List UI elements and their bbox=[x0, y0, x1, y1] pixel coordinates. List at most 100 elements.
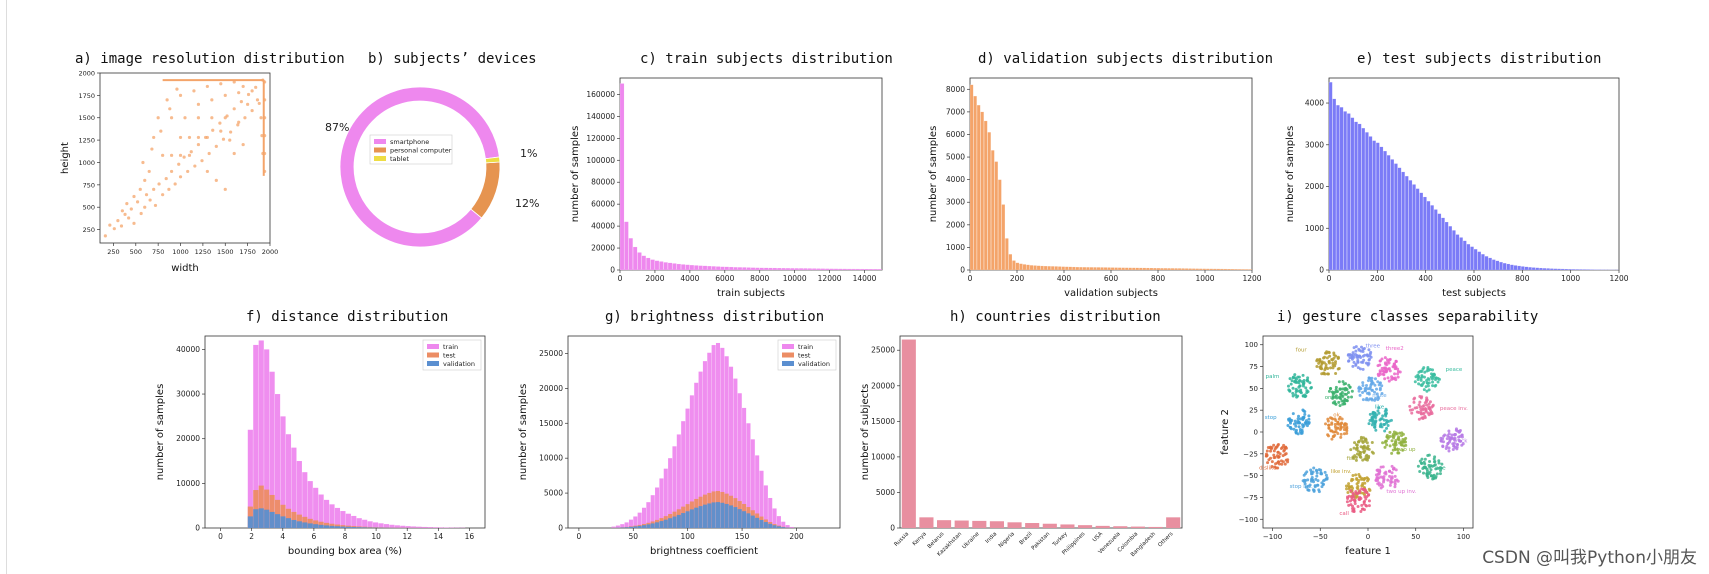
histogram-bar-train bbox=[324, 499, 330, 528]
tsne-point bbox=[1294, 393, 1298, 397]
histogram-bar-validation bbox=[318, 524, 324, 528]
tsne-point bbox=[1291, 394, 1295, 398]
histogram-bar bbox=[1163, 268, 1168, 271]
scatter-point bbox=[263, 134, 267, 138]
tsne-point bbox=[1369, 383, 1373, 387]
histogram-bar bbox=[1495, 260, 1500, 271]
histogram-bar bbox=[667, 262, 673, 271]
tsne-point bbox=[1361, 391, 1365, 395]
histogram-bar-test bbox=[258, 485, 264, 528]
y-tick-label: 100 bbox=[1245, 341, 1258, 349]
scatter-point bbox=[210, 98, 214, 102]
tsne-point bbox=[1385, 433, 1389, 437]
tsne-point bbox=[1330, 421, 1334, 425]
histogram-bar-validation bbox=[253, 509, 259, 528]
tsne-point bbox=[1280, 462, 1284, 466]
histogram-bar bbox=[1005, 238, 1009, 271]
histogram-bar bbox=[737, 267, 743, 271]
tsne-point bbox=[1326, 434, 1330, 438]
tsne-point bbox=[1402, 440, 1406, 444]
histogram-bar bbox=[816, 268, 821, 271]
tsne-point bbox=[1411, 408, 1415, 412]
tsne-point bbox=[1344, 484, 1348, 488]
tsne-point bbox=[1428, 470, 1432, 474]
y-tick-label: 5000 bbox=[544, 489, 563, 498]
tsne-point bbox=[1291, 386, 1295, 390]
tsne-point bbox=[1416, 464, 1420, 468]
cluster-label: dislike bbox=[1259, 466, 1277, 472]
scatter-point bbox=[200, 159, 204, 163]
legend-label: personal computer bbox=[390, 147, 452, 155]
scatter-point bbox=[116, 219, 120, 223]
tsne-point bbox=[1418, 400, 1422, 404]
tsne-point bbox=[1306, 376, 1310, 380]
pct-label: 87% bbox=[325, 121, 349, 134]
histogram-bar-train bbox=[759, 470, 764, 528]
tsne-point bbox=[1425, 369, 1429, 373]
tsne-point bbox=[1306, 390, 1310, 394]
histogram-bar-train bbox=[318, 494, 324, 528]
tsne-point bbox=[1323, 372, 1327, 376]
y-tick-label: 0 bbox=[890, 524, 895, 533]
scatter-point bbox=[120, 209, 124, 213]
tsne-point bbox=[1390, 464, 1394, 468]
tsne-point bbox=[1437, 377, 1441, 381]
tsne-point bbox=[1274, 462, 1278, 466]
histogram-bar bbox=[1502, 262, 1507, 271]
cluster-label: stop inv. bbox=[1290, 484, 1313, 490]
histogram-bar bbox=[1394, 163, 1398, 271]
tsne-point bbox=[1320, 372, 1324, 376]
y-tick-label: 25 bbox=[1249, 407, 1258, 415]
tsne-point bbox=[1273, 465, 1277, 469]
histogram-bar bbox=[689, 264, 695, 271]
histogram-bar bbox=[1455, 234, 1460, 271]
y-tick-label: 140000 bbox=[586, 112, 615, 121]
tsne-point bbox=[1422, 366, 1426, 370]
legend-swatch bbox=[782, 344, 794, 349]
tsne-point bbox=[1418, 470, 1422, 474]
tsne-point bbox=[1399, 440, 1403, 444]
scatter-point bbox=[263, 151, 267, 156]
x-tick-label: 50 bbox=[629, 532, 639, 541]
histogram-bar-train bbox=[724, 356, 729, 528]
histogram-bar bbox=[729, 266, 734, 271]
x-axis-label: train subjects bbox=[717, 288, 785, 299]
tsne-point bbox=[1296, 432, 1300, 436]
histogram-bar bbox=[976, 104, 981, 271]
tsne-point bbox=[1450, 436, 1454, 440]
tsne-point bbox=[1350, 495, 1354, 499]
tsne-point bbox=[1354, 473, 1358, 477]
histogram-bar bbox=[1531, 267, 1536, 271]
tsne-point bbox=[1370, 388, 1374, 392]
y-tick-label: 60000 bbox=[591, 200, 615, 209]
tsne-point bbox=[1371, 417, 1375, 421]
y-tick-label: 1500 bbox=[78, 114, 95, 122]
tsne-point bbox=[1386, 424, 1390, 428]
tsne-point bbox=[1296, 417, 1300, 421]
chart-c-title: c) train subjects distribution bbox=[640, 51, 893, 67]
tsne-point bbox=[1394, 443, 1398, 447]
histogram-bar-train bbox=[389, 524, 395, 528]
tsne-point bbox=[1385, 426, 1389, 430]
y-tick-label: 1000 bbox=[78, 159, 95, 167]
tsne-point bbox=[1415, 406, 1419, 410]
histogram-bar-validation bbox=[247, 516, 253, 528]
tsne-point bbox=[1359, 455, 1363, 459]
chart-a-title: a) image resolution distribution bbox=[75, 51, 345, 67]
histogram-bar-validation bbox=[750, 515, 755, 528]
tsne-point bbox=[1383, 361, 1387, 365]
histogram-bar bbox=[1499, 261, 1503, 271]
histogram-bar bbox=[1096, 267, 1101, 271]
tsne-point bbox=[1427, 377, 1431, 381]
country-bar bbox=[901, 339, 916, 528]
scatter-point bbox=[223, 187, 227, 191]
histogram-bar bbox=[829, 268, 834, 271]
histogram-bar-train bbox=[438, 527, 444, 528]
histogram-bar-train bbox=[685, 408, 690, 528]
histogram-bar-test bbox=[253, 490, 259, 528]
tsne-point bbox=[1353, 454, 1357, 458]
histogram-bar bbox=[1234, 268, 1238, 271]
tsne-point bbox=[1307, 420, 1311, 424]
tsne-point bbox=[1373, 398, 1377, 402]
histogram-bar bbox=[1354, 121, 1358, 271]
